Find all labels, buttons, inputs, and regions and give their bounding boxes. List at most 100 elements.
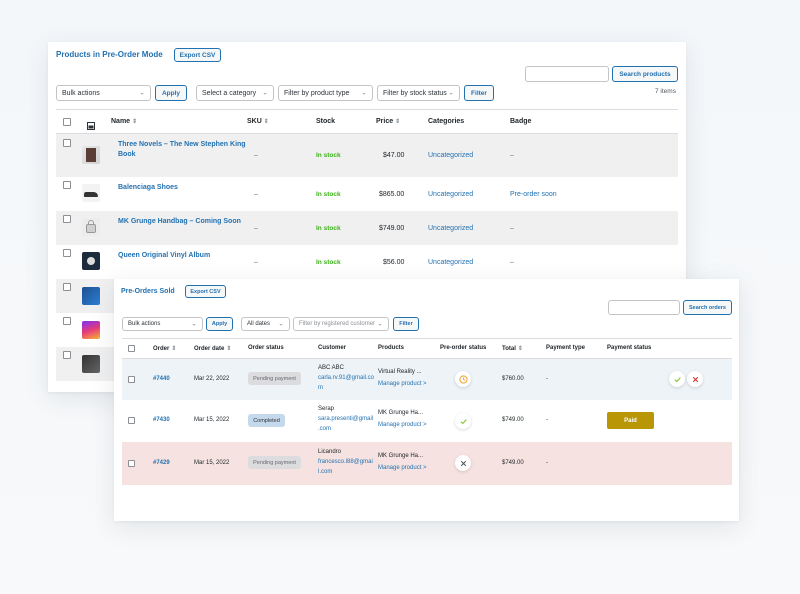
order-status-badge: Pending payment	[248, 456, 301, 469]
orders-export-csv-button[interactable]: Export CSV	[185, 285, 226, 298]
row-checkbox[interactable]	[63, 351, 71, 359]
items-count: 7 items	[655, 88, 676, 95]
customer-email[interactable]: francesco.l88@gmai	[318, 459, 373, 465]
image-icon	[87, 117, 95, 130]
column-total-label: Total	[502, 346, 516, 352]
order-number-link[interactable]: #7440	[153, 376, 170, 382]
column-price[interactable]: Price ⇕	[376, 118, 400, 125]
check-icon	[455, 413, 471, 429]
product-row: MK Grunge Handbag – Coming Soon – In sto…	[56, 211, 678, 245]
column-name[interactable]: Name ⇕	[111, 118, 137, 125]
reject-cross-icon[interactable]	[687, 371, 703, 387]
column-order-status: Order status	[248, 345, 284, 351]
products-search-input[interactable]	[525, 66, 609, 82]
orders-apply-button[interactable]: Apply	[206, 317, 233, 331]
category-link[interactable]: Uncategorized	[428, 152, 474, 159]
column-sku[interactable]: SKU ⇕	[247, 118, 269, 125]
stock-status: In stock	[316, 191, 341, 198]
column-payment-status: Payment status	[607, 345, 652, 351]
product-type-filter-select[interactable]: Filter by product type ⌄	[278, 85, 373, 101]
select-all-checkbox[interactable]	[63, 118, 71, 126]
product-name-link[interactable]: Three Novels – The New Stephen King	[118, 141, 246, 148]
dates-filter-select[interactable]: All dates ⌄	[241, 317, 290, 331]
products-apply-button[interactable]: Apply	[155, 85, 187, 101]
orders-search-input[interactable]	[608, 300, 680, 315]
products-filter-button[interactable]: Filter	[464, 85, 494, 101]
approve-check-icon[interactable]	[669, 371, 685, 387]
stock-status: In stock	[316, 152, 341, 159]
manage-product-link[interactable]: Manage product >	[378, 465, 427, 471]
search-orders-button[interactable]: Search orders	[683, 300, 732, 315]
payment-type: -	[546, 460, 548, 466]
order-date: Mar 15, 2022	[194, 417, 230, 423]
products-export-csv-button[interactable]: Export CSV	[174, 48, 221, 62]
price-value: $749.00	[379, 225, 405, 232]
row-checkbox[interactable]	[128, 460, 135, 467]
customer-email-cont[interactable]: l.com	[318, 469, 333, 475]
category-link[interactable]: Uncategorized	[428, 225, 474, 232]
stock-status: In stock	[316, 259, 341, 266]
customer-filter-placeholder: Filter by registered customer	[299, 321, 376, 327]
category-filter-select[interactable]: Select a category ⌄	[196, 85, 274, 101]
orders-filter-button[interactable]: Filter	[393, 317, 419, 331]
manage-product-link[interactable]: Manage product >	[378, 381, 427, 387]
row-checkbox[interactable]	[63, 317, 71, 325]
product-name-link[interactable]: MK Grunge Handbag – Coming Soon	[118, 218, 241, 225]
dates-filter-value: All dates	[247, 321, 271, 327]
sku-value: –	[254, 191, 258, 198]
column-categories: Categories	[428, 118, 465, 125]
type-filter-value: Filter by product type	[284, 89, 350, 97]
customer-email[interactable]: carla.rv.91@gmail.co	[318, 375, 374, 381]
row-checkbox[interactable]	[63, 249, 71, 257]
stock-status-filter-select[interactable]: Filter by stock status ⌄	[377, 85, 460, 101]
customer-email-cont[interactable]: m	[318, 385, 323, 391]
order-date: Mar 15, 2022	[194, 460, 230, 466]
column-order-date[interactable]: Order date ⇕	[194, 345, 231, 352]
manage-product-link[interactable]: Manage product >	[378, 422, 427, 428]
row-checkbox[interactable]	[128, 376, 135, 383]
product-row: Queen Original Vinyl Album – In stock $5…	[56, 245, 678, 279]
order-status-badge: Completed	[248, 414, 285, 427]
order-row: #7429 Mar 15, 2022 Pending payment Lican…	[122, 442, 732, 485]
product-name-link[interactable]: Queen Original Vinyl Album	[118, 252, 211, 259]
sort-icon: ⇕	[171, 346, 177, 352]
column-price-label: Price	[376, 118, 394, 125]
chevron-down-icon: ⌄	[361, 89, 367, 97]
product-row: Balenciaga Shoes – In stock $865.00 Unca…	[56, 177, 678, 211]
payment-type: -	[546, 417, 548, 423]
row-checkbox[interactable]	[63, 283, 71, 291]
column-order-label: Order	[153, 346, 170, 352]
row-checkbox[interactable]	[63, 139, 71, 147]
order-number-link[interactable]: #7430	[153, 417, 170, 423]
column-stock: Stock	[316, 118, 336, 125]
customer-name: ABC ABC	[318, 365, 345, 371]
category-link[interactable]: Uncategorized	[428, 191, 474, 198]
customer-email[interactable]: sara.presenti@gmail	[318, 416, 374, 422]
row-checkbox[interactable]	[63, 215, 71, 223]
book-thumbnail	[82, 146, 100, 164]
products-bulk-actions-select[interactable]: Bulk actions ⌄	[56, 85, 151, 101]
sort-icon: ⇕	[226, 346, 232, 352]
customer-name: Licandro	[318, 449, 342, 455]
product-name-link[interactable]: Balenciaga Shoes	[118, 184, 178, 191]
row-checkbox[interactable]	[128, 417, 135, 424]
category-filter-value: Select a category	[202, 89, 257, 97]
orders-bulk-actions-select[interactable]: Bulk actions ⌄	[122, 317, 203, 331]
product-row: Three Novels – The New Stephen King Book…	[56, 134, 678, 177]
select-all-checkbox[interactable]	[128, 345, 135, 352]
category-link[interactable]: Uncategorized	[428, 259, 474, 266]
bulk-actions-value: Bulk actions	[128, 321, 161, 327]
product-name: MK Grunge Ha...	[378, 410, 424, 416]
search-products-button[interactable]: Search products	[612, 66, 678, 82]
order-number-link[interactable]: #7429	[153, 460, 170, 466]
payment-type: -	[546, 376, 548, 382]
preorders-title: Pre-Orders Sold	[121, 288, 175, 295]
product-name-link-cont[interactable]: Book	[118, 151, 136, 158]
column-order[interactable]: Order ⇕	[153, 345, 176, 352]
customer-email-cont[interactable]: .com	[318, 426, 332, 432]
customer-filter-select[interactable]: Filter by registered customer ⌄	[293, 317, 389, 331]
column-total[interactable]: Total ⇕	[502, 345, 523, 352]
badge-value: –	[510, 152, 514, 159]
clock-icon	[455, 371, 471, 387]
row-checkbox[interactable]	[63, 181, 71, 189]
